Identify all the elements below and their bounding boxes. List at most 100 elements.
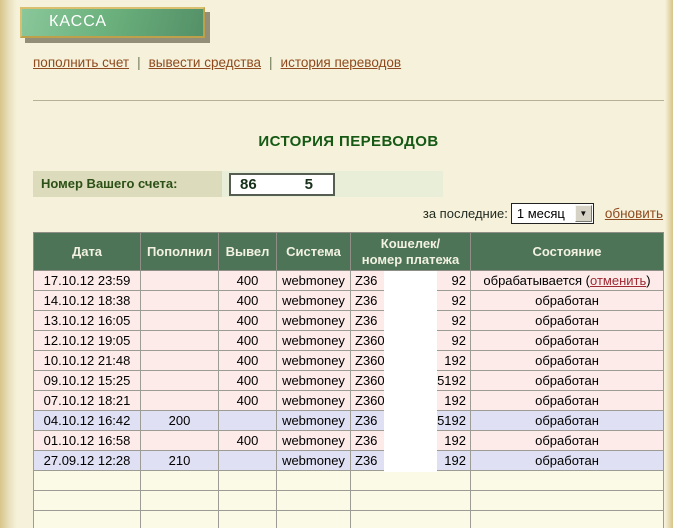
period-select-button[interactable]: ▼: [574, 205, 592, 222]
table-row: 13.10.12 16:05 400 webmoney Z36 92 обраб…: [33, 310, 664, 331]
cell-system: webmoney: [276, 330, 351, 351]
table-header-row: Дата Пополнил Вывел Система Кошелек/ ном…: [33, 232, 664, 271]
wallet-prefix: Z360: [355, 373, 385, 388]
header-system: Система: [276, 232, 351, 271]
cell-date: 01.10.12 16:58: [33, 430, 141, 451]
nav-link-topup[interactable]: пополнить счет: [33, 55, 130, 70]
cell-date: 13.10.12 16:05: [33, 310, 141, 331]
empty-cell: [276, 470, 351, 491]
banner-title: КАССА: [49, 13, 108, 30]
horizontal-divider: [33, 100, 664, 101]
table-row: 09.10.12 15:25 400 webmoney Z360 5192 об…: [33, 370, 664, 391]
empty-cell: [218, 470, 277, 491]
cell-system: webmoney: [276, 430, 351, 451]
account-input-zone: 86 5: [222, 171, 443, 197]
wallet-prefix: Z36: [355, 293, 378, 308]
status-text: обработан: [535, 373, 599, 388]
wallet-suffix: 192: [444, 433, 466, 448]
cell-system: webmoney: [276, 450, 351, 471]
cell-status: обработан: [470, 430, 664, 451]
cell-date: 17.10.12 23:59: [33, 270, 141, 291]
cell-date: 27.09.12 12:28: [33, 450, 141, 471]
empty-cell: [350, 490, 471, 511]
status-text: обработан: [535, 333, 599, 348]
cell-withdraw: 400: [218, 430, 277, 451]
status-text: обработан: [535, 453, 599, 468]
empty-cell: [350, 510, 471, 528]
cell-withdraw: 400: [218, 290, 277, 311]
empty-cell: [33, 470, 141, 491]
nav-separator: |: [269, 55, 273, 70]
header-wallet-line1: Кошелек/: [380, 235, 441, 251]
empty-table-row: [33, 510, 664, 528]
cancel-link[interactable]: отменить: [590, 273, 647, 288]
empty-cell: [470, 490, 664, 511]
cell-date: 12.10.12 19:05: [33, 330, 141, 351]
account-number-input[interactable]: 86 5: [229, 172, 335, 196]
empty-cell: [218, 510, 277, 528]
table-row: 14.10.12 18:38 400 webmoney Z36 92 обраб…: [33, 290, 664, 311]
status-text: обработан: [535, 393, 599, 408]
table-row: 27.09.12 12:28 210 webmoney Z36 192 обра…: [33, 450, 664, 471]
empty-cell: [276, 510, 351, 528]
cell-system: webmoney: [276, 310, 351, 331]
cell-deposit: [140, 430, 219, 451]
nav-link-history[interactable]: история переводов: [280, 55, 402, 70]
empty-cell: [218, 490, 277, 511]
cell-deposit: 210: [140, 450, 219, 471]
cell-withdraw: 400: [218, 350, 277, 371]
empty-cell: [33, 490, 141, 511]
cell-status: обработан: [470, 310, 664, 331]
cell-deposit: [140, 290, 219, 311]
cell-withdraw: [218, 410, 277, 431]
cell-date: 09.10.12 15:25: [33, 370, 141, 391]
cell-system: webmoney: [276, 410, 351, 431]
period-select[interactable]: 1 месяц ▼: [510, 203, 594, 224]
wallet-suffix: 5192: [437, 373, 466, 388]
cell-status: обработан: [470, 410, 664, 431]
refresh-link[interactable]: обновить: [604, 206, 663, 221]
wallet-prefix: Z36: [355, 453, 378, 468]
cell-system: webmoney: [276, 350, 351, 371]
cell-withdraw: 400: [218, 330, 277, 351]
cell-system: webmoney: [276, 390, 351, 411]
cell-withdraw: 400: [218, 310, 277, 331]
history-table: Дата Пополнил Вывел Система Кошелек/ ном…: [33, 232, 664, 528]
wallet-prefix: Z360: [355, 393, 385, 408]
header-wallet-line2: номер платежа: [361, 251, 460, 267]
account-value-prefix: 86: [240, 175, 257, 193]
cell-system: webmoney: [276, 370, 351, 391]
table-row: 12.10.12 19:05 400 webmoney Z360 92 обра…: [33, 330, 664, 351]
header-withdraw: Вывел: [218, 232, 277, 271]
cell-withdraw: 400: [218, 270, 277, 291]
wallet-prefix: Z36: [355, 313, 378, 328]
chevron-down-icon: ▼: [579, 209, 588, 218]
cell-withdraw: 400: [218, 370, 277, 391]
wallet-prefix: Z36: [355, 273, 378, 288]
nav-link-withdraw[interactable]: вывести средства: [148, 55, 262, 70]
cell-deposit: [140, 350, 219, 371]
nav-separator: |: [137, 55, 141, 70]
empty-cell: [33, 510, 141, 528]
empty-table-row: [33, 490, 664, 511]
cell-deposit: 200: [140, 410, 219, 431]
wallet-prefix: Z36: [355, 413, 378, 428]
cell-status: обработан: [470, 390, 664, 411]
cell-date: 10.10.12 21:48: [33, 350, 141, 371]
cell-date: 04.10.12 16:42: [33, 410, 141, 431]
cell-status: обрабатывается (отменить): [470, 270, 664, 291]
wallet-suffix: 92: [451, 293, 466, 308]
cell-status: обработан: [470, 370, 664, 391]
period-filter-label: за последние:: [422, 206, 508, 221]
empty-cell: [140, 470, 219, 491]
cell-deposit: [140, 370, 219, 391]
table-row: 07.10.12 18:21 400 webmoney Z360 192 обр…: [33, 390, 664, 411]
wallet-suffix: 92: [451, 273, 466, 288]
cancel-link-wrap: (отменить): [582, 273, 651, 288]
status-text: обработан: [535, 313, 599, 328]
empty-cell: [140, 510, 219, 528]
right-edge-gradient: [665, 0, 673, 528]
wallet-suffix: 192: [444, 453, 466, 468]
cell-withdraw: 400: [218, 390, 277, 411]
account-number-label: Номер Вашего счета:: [33, 171, 222, 197]
